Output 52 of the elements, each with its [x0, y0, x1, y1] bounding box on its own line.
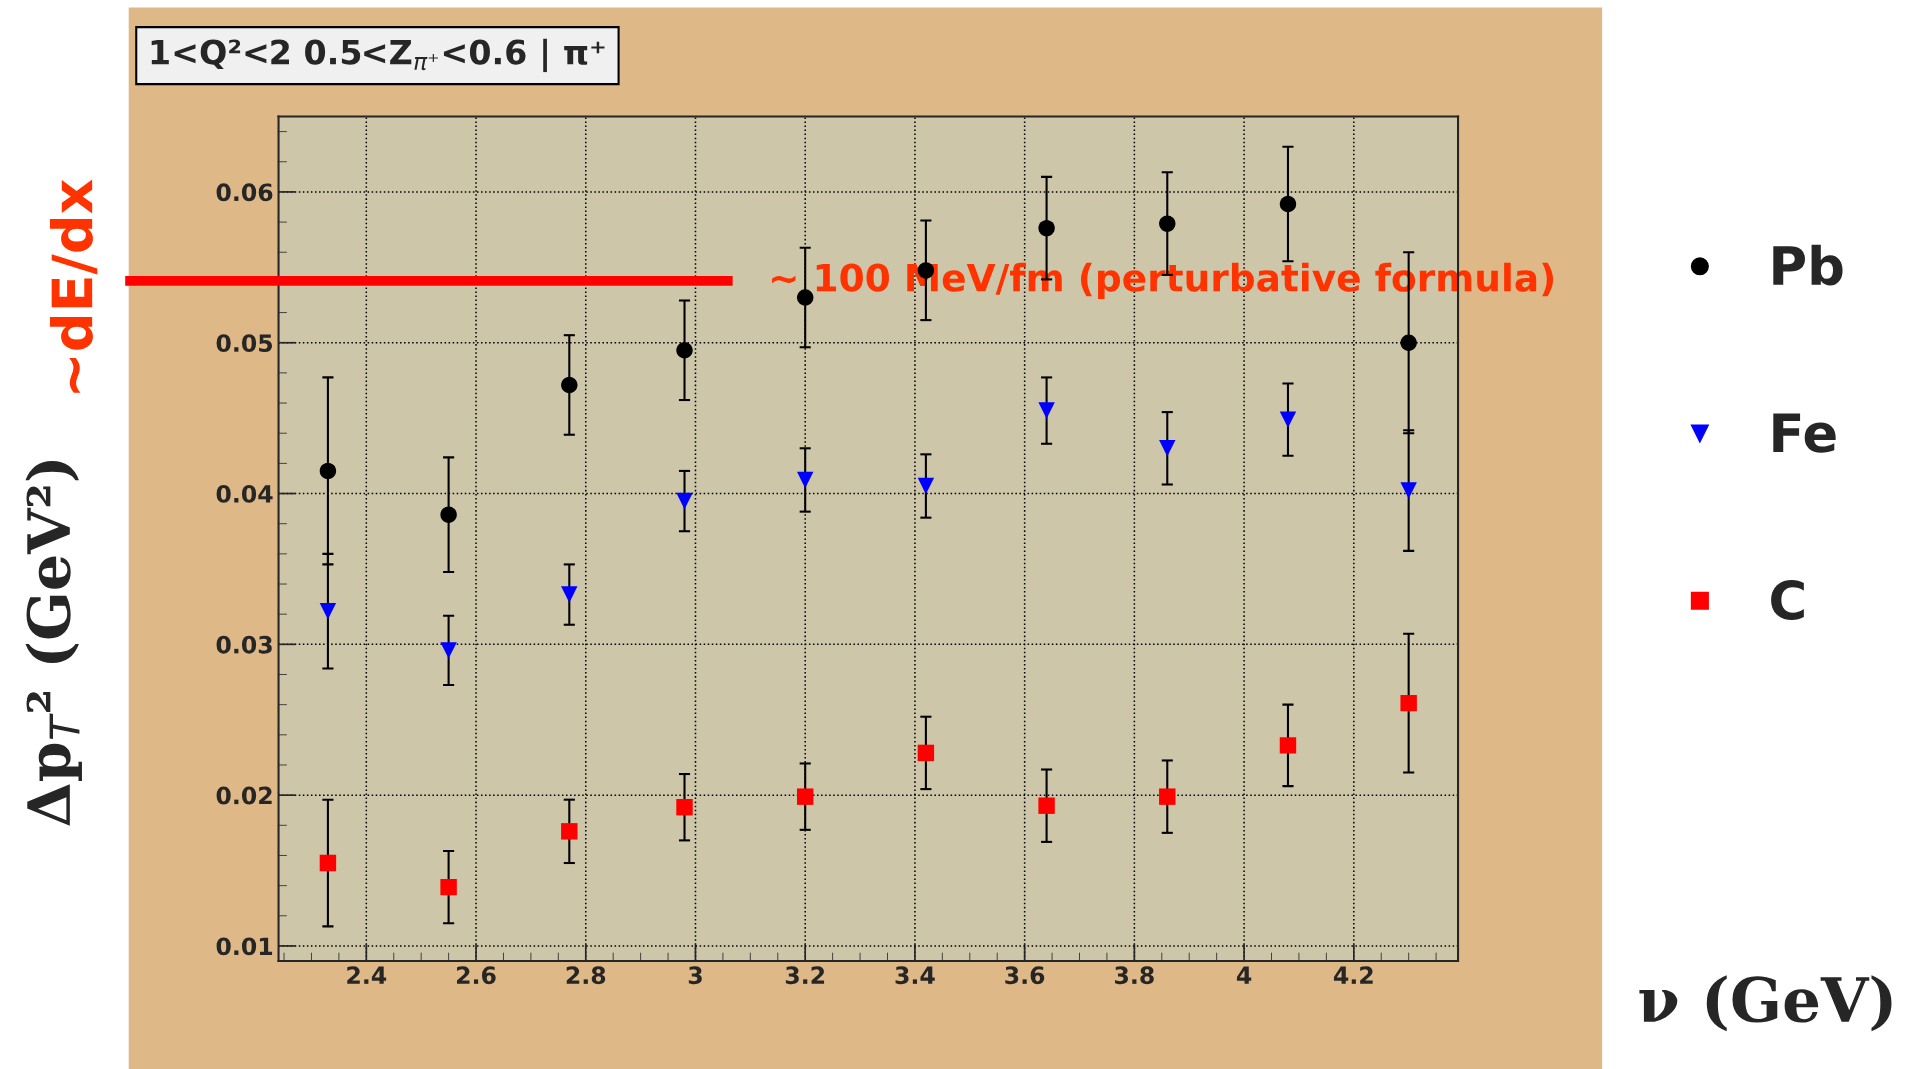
y-tick-label: 0.03: [216, 635, 272, 654]
point: [1400, 694, 1417, 712]
y-tick-label: 0.04: [216, 484, 273, 503]
x-tick-label: 3.6: [1005, 966, 1045, 985]
point: [676, 492, 693, 510]
legend-label: C: [1771, 580, 1804, 620]
y-tick-label: 0.05: [216, 334, 273, 353]
point: [1279, 737, 1297, 754]
legend-label: Pb: [1773, 244, 1843, 286]
point: [1038, 797, 1055, 814]
x-tick-label: 3: [688, 966, 702, 985]
point: [917, 744, 935, 762]
point: [440, 642, 457, 659]
point: [796, 289, 814, 306]
y-tick-label: 0.01: [216, 937, 273, 956]
point: [561, 823, 578, 840]
x-tick-label: 3.2: [785, 966, 825, 985]
y-tick-label: 0.02: [216, 786, 272, 805]
y-axis-title: Δp$_{T}$² (GeV²): [25, 461, 82, 826]
chart-title: 1<Q²<2 0.5<Z$_{π⁺}$<0.6 | π⁺: [151, 38, 605, 73]
point: [1038, 402, 1055, 419]
point: [440, 878, 457, 896]
point: [796, 471, 814, 489]
x-axis-title: ν (GeV): [1639, 975, 1892, 1032]
point: [676, 342, 693, 359]
point: [440, 506, 457, 523]
point: [1159, 215, 1176, 232]
point: [1400, 482, 1417, 499]
y-tick-label: 0.06: [216, 183, 273, 202]
point: [917, 477, 935, 495]
point: [1400, 334, 1417, 351]
point: [319, 854, 337, 872]
point: [1159, 440, 1176, 457]
point: [676, 798, 693, 816]
x-tick-label: 2.8: [566, 966, 606, 985]
point: [561, 586, 578, 603]
x-tick-label: 4.2: [1333, 966, 1373, 984]
x-tick-label: 4: [1236, 966, 1252, 984]
point: [1279, 195, 1297, 213]
x-tick-label: 2.4: [347, 966, 387, 984]
text: ~dE/dx: [49, 179, 98, 393]
point: [796, 788, 814, 805]
point: [1279, 411, 1297, 428]
point: [319, 462, 337, 480]
x-tick-label: 2.6: [457, 966, 496, 985]
point: [319, 602, 337, 620]
x-tick-label: 3.8: [1115, 966, 1154, 985]
point: [1159, 788, 1176, 805]
x-tick-label: 3.4: [895, 966, 935, 985]
point: [1038, 219, 1055, 237]
legend-label: Fe: [1773, 413, 1836, 453]
point: [561, 376, 578, 394]
